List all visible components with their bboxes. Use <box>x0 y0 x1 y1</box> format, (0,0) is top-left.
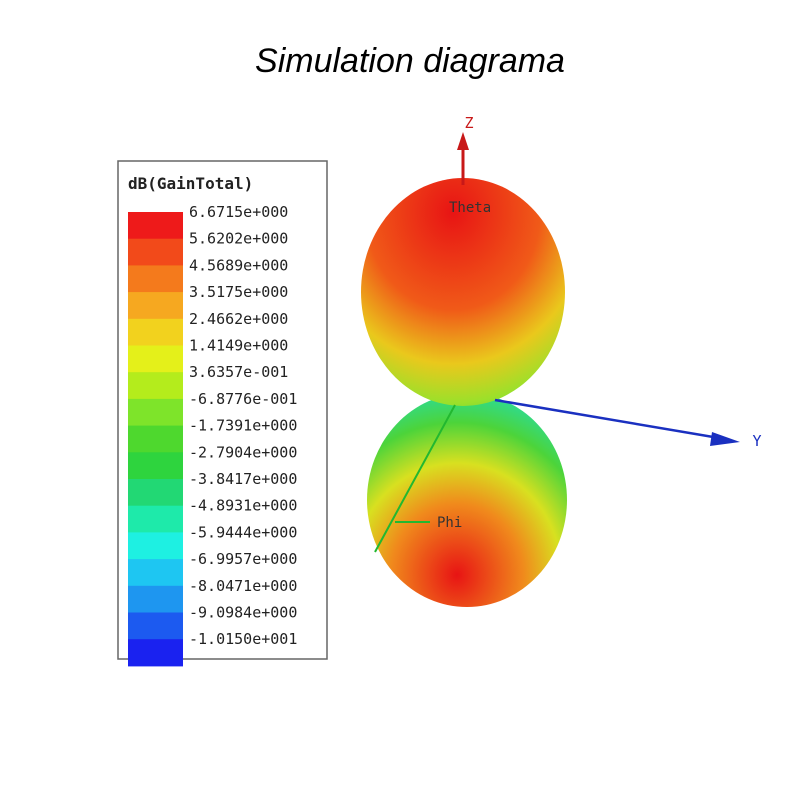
legend-label: 1.4149e+000 <box>189 337 288 355</box>
legend-swatch <box>128 212 183 240</box>
legend-swatch <box>128 238 183 266</box>
legend-label: 2.4662e+000 <box>189 310 288 328</box>
legend-title: dB(GainTotal) <box>128 174 253 193</box>
legend-swatch <box>128 372 183 400</box>
theta-label: Theta <box>449 200 491 216</box>
legend-label: -1.7391e+000 <box>189 417 297 435</box>
legend-label: 6.6715e+000 <box>189 203 288 221</box>
legend-swatch <box>128 505 183 533</box>
y-axis <box>494 398 726 441</box>
y-arrow <box>710 432 740 446</box>
legend-label: 4.5689e+000 <box>189 256 288 274</box>
legend-label: -2.7904e+000 <box>189 443 297 461</box>
legend-label: -4.8931e+000 <box>189 497 297 515</box>
legend-label: 5.6202e+000 <box>189 230 288 248</box>
legend-label: -6.9957e+000 <box>189 550 297 568</box>
legend-swatch <box>128 452 183 480</box>
legend-swatch <box>128 612 183 640</box>
z-arrow <box>457 132 469 150</box>
legend-label: 3.6357e-001 <box>189 363 288 381</box>
legend-label: -3.8417e+000 <box>189 470 297 488</box>
lower-lobe <box>367 393 567 607</box>
legend-label: -9.0984e+000 <box>189 604 297 622</box>
legend-swatch <box>128 265 183 293</box>
legend-swatch <box>128 585 183 613</box>
y-label: Y <box>752 432 761 450</box>
legend-label: -8.0471e+000 <box>189 577 297 595</box>
legend-swatch <box>128 559 183 587</box>
legend-swatch <box>128 532 183 560</box>
legend-label: -5.9444e+000 <box>189 523 297 541</box>
legend-label: -6.8776e-001 <box>189 390 297 408</box>
legend-swatch <box>128 479 183 507</box>
legend-swatch <box>128 292 183 320</box>
phi-label: Phi <box>437 515 462 531</box>
legend-swatch <box>128 639 183 667</box>
title: Simulation diagrama <box>255 42 565 80</box>
legend: 6.6715e+000 5.6202e+000 4.5689e+000 3.5175e… <box>128 203 297 667</box>
legend-swatch <box>128 318 183 346</box>
upper-lobe <box>361 178 565 406</box>
legend-label: 3.5175e+000 <box>189 283 288 301</box>
legend-swatch <box>128 345 183 373</box>
z-label: Z <box>464 114 473 132</box>
legend-swatch <box>128 425 183 453</box>
legend-label: -1.0150e+001 <box>189 630 297 648</box>
x-axis <box>374 404 456 553</box>
legend-swatch <box>128 398 183 427</box>
